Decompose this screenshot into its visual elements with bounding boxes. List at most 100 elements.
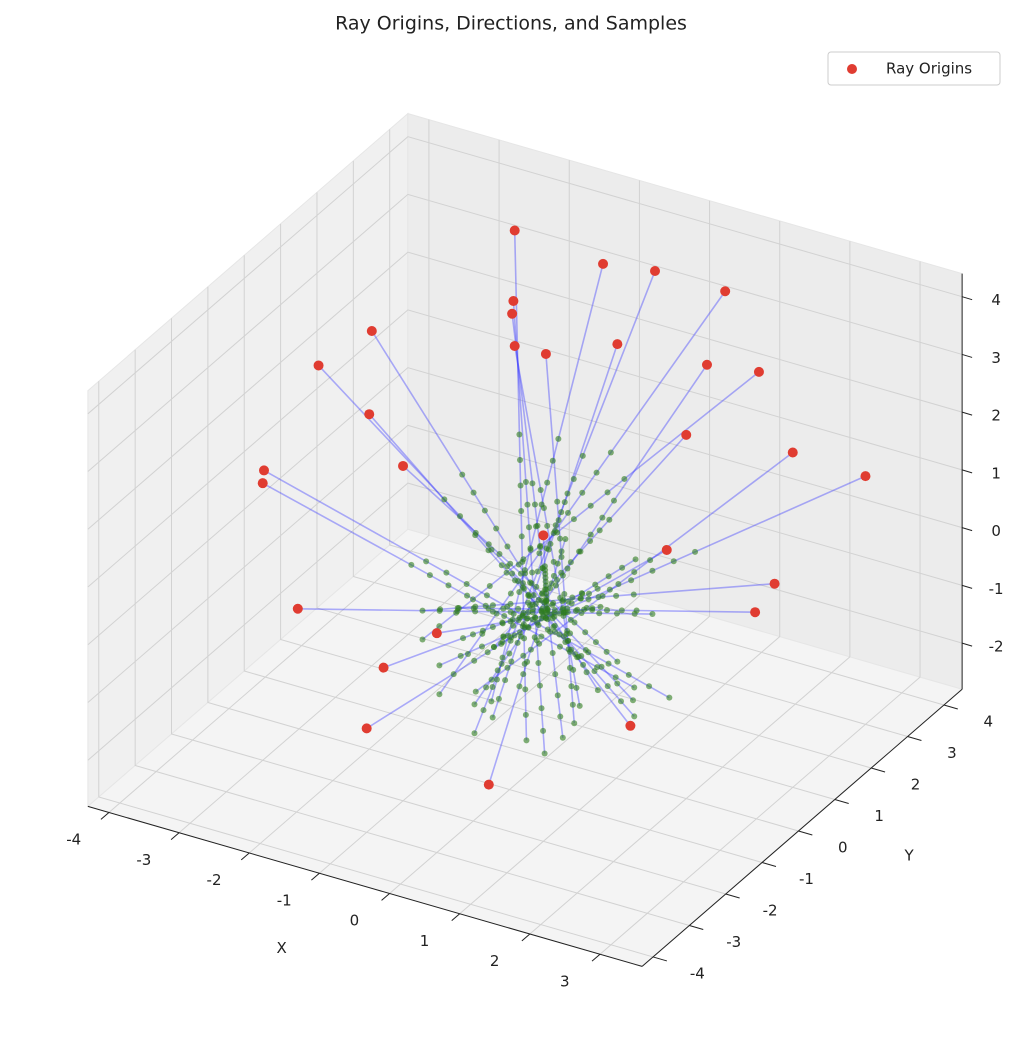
x-tick xyxy=(240,852,250,861)
sample-point xyxy=(552,671,559,678)
sample-point xyxy=(631,713,638,720)
z-tick-label: 2 xyxy=(991,407,1001,425)
sample-point xyxy=(540,504,547,511)
sample-point xyxy=(571,619,578,626)
sample-point xyxy=(557,535,564,542)
sample-point xyxy=(508,634,515,641)
ray-origin xyxy=(259,465,270,476)
sample-point xyxy=(460,635,467,642)
x-tick xyxy=(100,812,110,820)
sample-point xyxy=(541,750,548,757)
sample-point xyxy=(549,649,556,656)
sample-point xyxy=(529,569,536,576)
sample-point xyxy=(631,684,638,691)
sample-point xyxy=(560,605,567,612)
sample-point xyxy=(582,647,589,654)
ray-origin xyxy=(292,603,303,614)
sample-point xyxy=(469,631,476,638)
sample-point xyxy=(437,606,444,613)
sample-point xyxy=(594,585,601,592)
sample-point xyxy=(518,507,525,514)
panes xyxy=(86,112,964,967)
sample-point xyxy=(536,550,543,557)
sample-point xyxy=(520,556,527,563)
sample-point xyxy=(570,476,577,483)
sample-point xyxy=(558,554,565,561)
sample-point xyxy=(613,610,620,617)
ray-origin xyxy=(598,258,609,269)
sample-point xyxy=(614,680,621,687)
z-tick-label: 3 xyxy=(991,349,1001,367)
z-tick-label: -1 xyxy=(989,580,1004,598)
sample-point xyxy=(621,475,628,482)
y-tick-label: 3 xyxy=(947,744,957,762)
ray-origin xyxy=(661,544,672,555)
sample-point xyxy=(613,592,620,599)
sample-point xyxy=(493,676,500,683)
sample-point xyxy=(516,589,523,596)
sample-point xyxy=(471,730,478,737)
sample-point xyxy=(591,668,598,675)
sample-point xyxy=(589,605,596,612)
sample-point xyxy=(614,658,621,665)
sample-point xyxy=(525,599,532,606)
sample-point xyxy=(629,697,636,704)
sample-point xyxy=(593,469,600,476)
sample-point xyxy=(517,633,524,640)
sample-point xyxy=(515,605,522,612)
sample-point xyxy=(579,452,586,459)
sample-point xyxy=(471,657,478,664)
ray-origin xyxy=(860,471,871,482)
sample-point xyxy=(527,646,534,653)
sample-point xyxy=(568,683,575,690)
axes: -4 -3 -2 -1 0 1 2 3 -4 -3 -2 -1 0 1 2 3 4 -2 -1 0 1 2 3 4 X Y xyxy=(66,273,1004,990)
ray-origin xyxy=(540,348,551,359)
sample-point xyxy=(488,546,495,553)
sample-point xyxy=(530,592,537,599)
legend-box xyxy=(827,51,1001,86)
sample-point xyxy=(603,648,610,655)
sample-point xyxy=(557,713,564,720)
sample-point xyxy=(485,541,492,548)
sample-point xyxy=(519,612,526,619)
sample-point xyxy=(518,533,525,540)
sample-point xyxy=(538,705,545,712)
y-tick xyxy=(871,767,886,773)
y-tick xyxy=(943,704,958,710)
sample-point xyxy=(493,525,500,532)
sample-point xyxy=(605,573,612,580)
sample-point xyxy=(526,524,533,531)
sample-point xyxy=(605,660,612,667)
sample-point xyxy=(568,600,575,607)
sample-point xyxy=(483,684,490,691)
sample-point xyxy=(582,629,589,636)
sample-point xyxy=(507,608,514,615)
grid-line xyxy=(87,367,963,646)
ray-origin xyxy=(720,286,731,297)
sample-point xyxy=(576,702,583,709)
ray-origin xyxy=(769,578,780,589)
legend-marker xyxy=(847,64,857,74)
sample-point xyxy=(515,617,522,624)
sample-point xyxy=(540,727,547,734)
sample-point xyxy=(576,548,583,555)
z-tick-label: 4 xyxy=(991,291,1001,309)
ray-origin xyxy=(509,340,520,351)
sample-point xyxy=(552,582,559,589)
sample-point xyxy=(587,502,594,509)
sample-point xyxy=(464,650,471,657)
ray-origin xyxy=(753,366,764,377)
chart-title: Ray Origins, Directions, and Samples xyxy=(335,13,687,35)
y-tick-label: -2 xyxy=(763,901,778,919)
sample-point xyxy=(539,590,546,597)
sample-point xyxy=(488,698,495,705)
ray-origin xyxy=(787,447,798,458)
sample-point xyxy=(585,590,592,597)
sample-point xyxy=(580,661,587,668)
sample-point xyxy=(520,652,527,659)
sample-point xyxy=(472,688,479,695)
ray-origin xyxy=(507,308,518,319)
sample-point xyxy=(536,682,543,689)
sample-point xyxy=(479,643,486,650)
